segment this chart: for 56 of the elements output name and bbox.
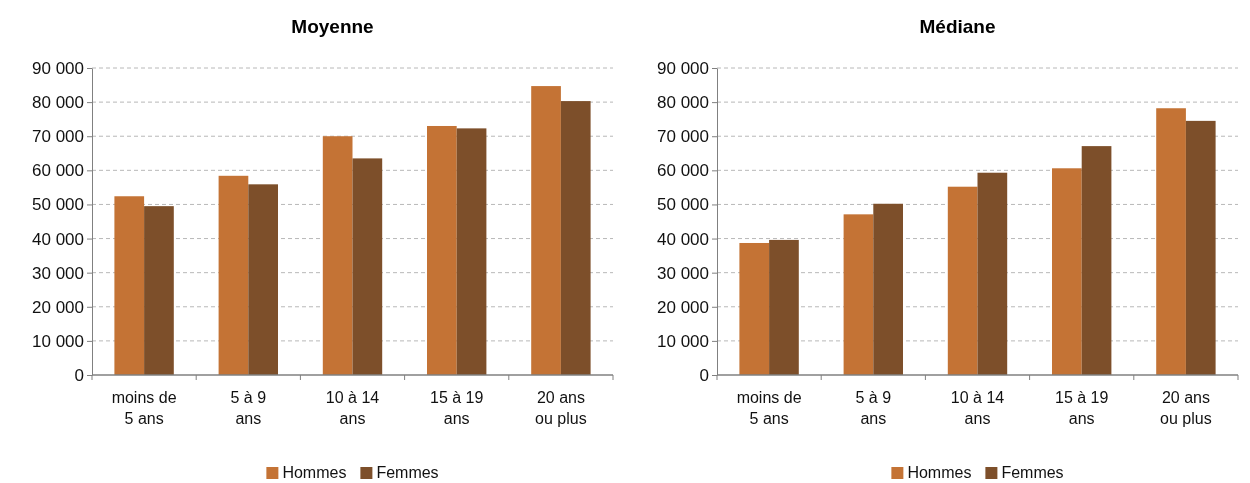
y-tick-label: 10 000: [657, 331, 709, 351]
x-tick-label: moins de 5 ans: [736, 389, 802, 427]
bar: [1081, 146, 1112, 375]
y-tick-label: 40 000: [32, 229, 84, 249]
y-tick-label: 50 000: [32, 195, 84, 215]
bar: [144, 206, 174, 375]
x-tick-label: 10 à 14 ans: [950, 389, 1005, 427]
bar: [427, 125, 457, 375]
y-tick-label: 20 000: [32, 297, 84, 317]
x-tick-label: moins de 5 ans: [111, 389, 177, 427]
bar: [322, 136, 353, 375]
chart-title: Médiane: [919, 16, 996, 37]
x-tick-label: 5 à 9 ans: [855, 389, 892, 427]
legend-label: Hommes: [282, 464, 347, 481]
x-tick-label: 15 à 19 ans: [430, 389, 484, 427]
y-tick-label: 70 000: [32, 127, 84, 147]
bar: [248, 184, 278, 375]
x-tick-label: 20 ans ou plus: [535, 389, 587, 427]
bar: [769, 239, 799, 375]
bar: [843, 214, 874, 375]
x-tick-label: 15 à 19 ans: [1055, 389, 1109, 427]
chart-title: Moyenne: [291, 16, 374, 37]
y-tick-label: 70 000: [657, 127, 709, 147]
y-tick-label: 30 000: [657, 263, 709, 283]
bar: [977, 172, 1008, 375]
y-tick-label: 40 000: [657, 229, 709, 249]
y-tick-label: 0: [74, 365, 84, 385]
bar: [456, 128, 487, 375]
y-tick-label: 80 000: [32, 93, 84, 113]
legend-label: Femmes: [1001, 464, 1064, 481]
y-tick-label: 20 000: [657, 297, 709, 317]
y-tick-label: 30 000: [32, 263, 84, 283]
bar: [1052, 168, 1082, 375]
x-tick-label: 10 à 14 ans: [325, 389, 380, 427]
bar: [739, 242, 770, 375]
bar: [218, 175, 249, 375]
legend-label: Hommes: [907, 464, 972, 481]
legend-label: Femmes: [376, 464, 439, 481]
x-tick-label: 20 ans ou plus: [1160, 389, 1212, 427]
bar: [352, 158, 383, 375]
bar: [1185, 120, 1216, 375]
y-tick-label: 0: [699, 365, 709, 385]
y-tick-label: 50 000: [657, 195, 709, 215]
bar: [1156, 108, 1186, 375]
bar: [114, 196, 145, 375]
bar: [560, 101, 591, 375]
y-tick-label: 90 000: [657, 58, 709, 78]
y-tick-label: 60 000: [657, 161, 709, 181]
bar: [531, 86, 561, 375]
y-tick-label: 80 000: [657, 93, 709, 113]
y-tick-label: 60 000: [32, 161, 84, 181]
x-tick-label: 5 à 9 ans: [230, 389, 267, 427]
y-tick-label: 90 000: [32, 58, 84, 78]
bar: [947, 186, 978, 375]
y-tick-label: 10 000: [32, 331, 84, 351]
bar: [873, 203, 903, 375]
